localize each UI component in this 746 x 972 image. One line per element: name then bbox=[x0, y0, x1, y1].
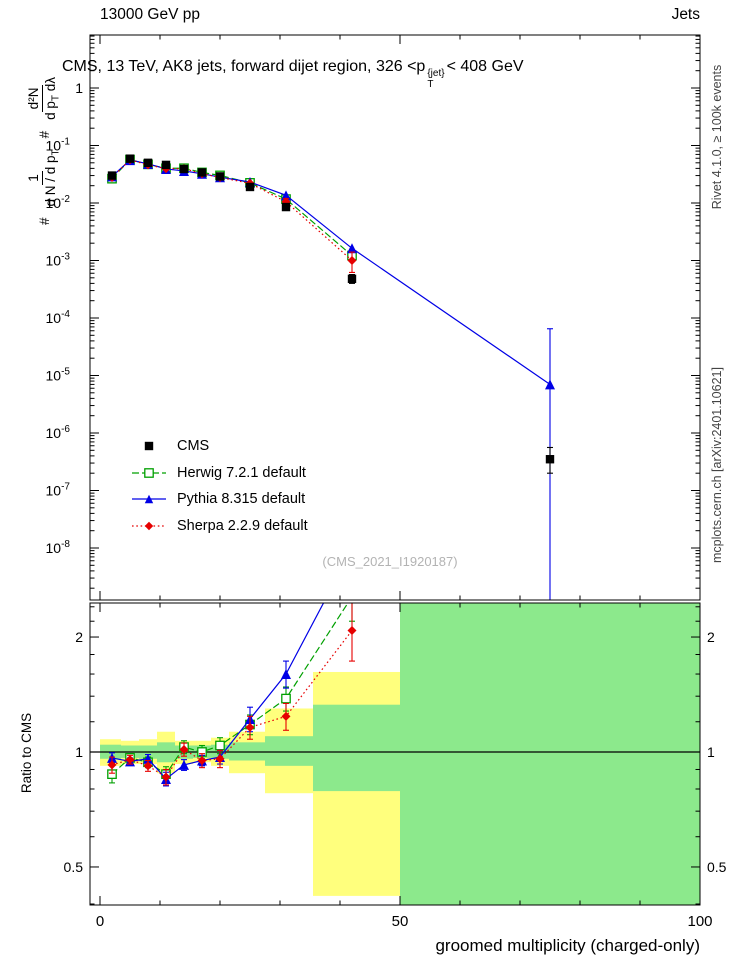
legend-marker-triangle-filled bbox=[132, 495, 166, 504]
legend-item-2: Pythia 8.315 default bbox=[130, 486, 308, 513]
x-axis-label: groomed multiplicity (charged-only) bbox=[435, 936, 700, 955]
series-sherpa-2-2-9-default bbox=[107, 155, 357, 273]
tick-label: 10-4 bbox=[46, 309, 71, 326]
title-pre: CMS, 13 TeV, AK8 jets, forward dijet reg… bbox=[62, 58, 426, 75]
analysis-group-label: Jets bbox=[671, 6, 700, 23]
legend-marker-square-open bbox=[132, 467, 166, 478]
tick-label: 100 bbox=[687, 913, 712, 930]
green-uncertainty-band bbox=[265, 736, 313, 766]
beam-energy-label: 13000 GeV pp bbox=[100, 6, 200, 23]
series-pythia-8-315-default bbox=[107, 155, 555, 600]
legend: CMS Herwig 7.2.1 default Pythia 8.315 defa… bbox=[130, 433, 308, 539]
series-pythia-8-315-default bbox=[107, 603, 325, 787]
title-subscript: T bbox=[427, 79, 434, 90]
tick-label: 1 bbox=[75, 80, 83, 96]
title-superscript: {jet} bbox=[427, 68, 445, 79]
ratio-bands bbox=[100, 603, 700, 905]
series-sherpa-2-2-9-default bbox=[107, 603, 357, 786]
legend-label: Herwig 7.2.1 default bbox=[177, 464, 306, 481]
main-series bbox=[107, 154, 555, 600]
tick-label: 10-5 bbox=[46, 367, 71, 384]
legend-marker-square-filled bbox=[144, 442, 154, 451]
legend-item-0: CMS bbox=[130, 433, 308, 460]
tick-label: 0.5 bbox=[64, 859, 84, 875]
legend-item-1: Herwig 7.2.1 default bbox=[130, 460, 308, 487]
analysis-id-watermark: (CMS_2021_I1920187) bbox=[322, 554, 458, 569]
title-supsub: {jet} T bbox=[427, 69, 444, 90]
tick-label: 50 bbox=[392, 913, 409, 930]
plot-title: CMS, 13 TeV, AK8 jets, forward dijet reg… bbox=[62, 58, 524, 90]
tick-label: 1 bbox=[75, 744, 83, 760]
tick-label: 10-3 bbox=[46, 252, 71, 269]
tick-label: 10-6 bbox=[46, 424, 71, 441]
green-uncertainty-band bbox=[400, 603, 700, 905]
tick-label: 2 bbox=[75, 629, 83, 645]
tick-label: 1 bbox=[707, 744, 715, 760]
ratio-plot-frame bbox=[89, 602, 701, 906]
legend-label: CMS bbox=[177, 438, 210, 455]
series-cms bbox=[107, 154, 555, 474]
ticks bbox=[90, 35, 701, 905]
tick-label: 10-7 bbox=[46, 482, 71, 499]
main-plot-frame bbox=[89, 34, 701, 601]
legend-item-3: Sherpa 2.2.9 default bbox=[130, 513, 308, 540]
legend-label: Sherpa 2.2.9 default bbox=[177, 517, 308, 534]
tick-label: 10-2 bbox=[46, 194, 71, 211]
title-post: < 408 GeV bbox=[446, 58, 524, 75]
ratio-series bbox=[107, 603, 357, 787]
tick-label: 2 bbox=[707, 629, 715, 645]
tick-label: 0.5 bbox=[707, 859, 727, 875]
green-uncertainty-band bbox=[313, 704, 400, 792]
tick-label: 10-1 bbox=[46, 137, 71, 154]
tick-label: 0 bbox=[96, 913, 104, 930]
legend-label: Pythia 8.315 default bbox=[177, 491, 306, 508]
legend-marker-diamond-filled bbox=[132, 521, 166, 530]
tick-label: 10-8 bbox=[46, 539, 71, 556]
series-herwig-7-2-1-default bbox=[107, 154, 357, 262]
